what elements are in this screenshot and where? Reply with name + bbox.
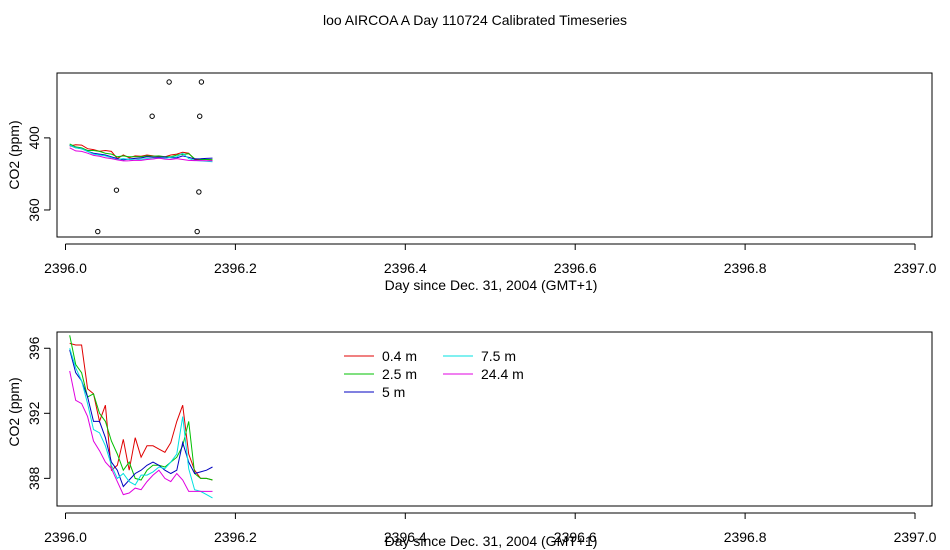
bottom-y-tick-label: 396 (26, 336, 42, 360)
top-outlier-point (149, 113, 155, 119)
legend-label: 7.5 m (481, 348, 516, 364)
top-x-tick-label: 2396.0 (44, 260, 87, 276)
top-plot-frame (56, 72, 933, 238)
top-panel: 2396.0 2396.2 2396.4 2396.6 2396.8 2397.0 360… (6, 72, 937, 293)
bottom-y-axis-label: CO2 (ppm) (6, 377, 22, 446)
top-outlier-point (196, 189, 202, 195)
top-x-tick-label: 2396.8 (724, 260, 767, 276)
top-series-line-2-5-m (69, 143, 213, 161)
bottom-x-tick-label: 2396.2 (214, 529, 257, 545)
top-outlier-point (198, 79, 205, 85)
bottom-series-line-2-5-m (69, 335, 213, 481)
top-outlier-point (197, 113, 203, 119)
bottom-series-line-24-4-m (69, 370, 213, 496)
legend-label: 0.4 m (382, 348, 417, 364)
figure-title: loo AIRCOA A Day 110724 Calibrated Times… (323, 12, 627, 28)
legend-label: 24.4 m (481, 366, 524, 382)
bottom-series-group (69, 335, 213, 499)
bottom-x-tick-label: 2396.6 (554, 529, 597, 545)
top-series-line-24-4-m (69, 147, 213, 162)
top-outlier-point (113, 187, 120, 193)
top-x-tick-label: 2396.4 (384, 260, 427, 276)
top-series-line-7-5-m (69, 144, 213, 163)
top-x-tick-label: 2396.2 (214, 260, 257, 276)
legend-label: 2.5 m (382, 366, 417, 382)
bottom-x-tick-label: 2396.4 (384, 529, 427, 545)
top-y-tick-label: 400 (26, 126, 42, 150)
top-x-axis-label: Day since Dec. 31, 2004 (GMT+1) (385, 277, 598, 293)
legend-label: 5 m (382, 384, 405, 400)
top-series-group (69, 143, 213, 163)
bottom-plot-frame (56, 331, 933, 507)
top-x-tick-label: 2396.6 (554, 260, 597, 276)
bottom-x-tick-label: 2397.0 (894, 529, 937, 545)
top-outlier-point (166, 79, 172, 85)
bottom-x-axis-label: Day since Dec. 31, 2004 (GMT+1) (385, 533, 598, 549)
top-series-line-5-m (69, 144, 213, 161)
top-x-tick-label: 2397.0 (894, 260, 937, 276)
bottom-series-line-7-5-m (69, 348, 213, 499)
bottom-panel: 2396.0 2396.2 2396.4 2396.6 2396.8 2397.0 388… (6, 331, 937, 549)
bottom-y-tick-label: 392 (26, 401, 42, 425)
top-y-tick-label: 360 (26, 198, 42, 222)
legend: 0.4 m 2.5 m 5 m 7.5 m 24.4 m (344, 348, 524, 400)
bottom-x-axis: 2396.0 2396.2 2396.4 2396.6 2396.8 2397.0 (44, 512, 937, 545)
top-y-axis: 360 400 (26, 126, 51, 222)
top-outlier-point (95, 228, 101, 235)
top-y-axis-label: CO2 (ppm) (6, 120, 22, 189)
bottom-x-tick-label: 2396.8 (724, 529, 767, 545)
bottom-y-axis: 388 392 396 (26, 336, 51, 490)
bottom-x-tick-label: 2396.0 (44, 529, 87, 545)
bottom-series-line-5-m (69, 349, 213, 488)
top-x-axis: 2396.0 2396.2 2396.4 2396.6 2396.8 2397.0 (44, 243, 937, 276)
top-points-group (95, 79, 205, 235)
top-outlier-point (194, 228, 200, 235)
bottom-y-tick-label: 388 (26, 466, 42, 490)
